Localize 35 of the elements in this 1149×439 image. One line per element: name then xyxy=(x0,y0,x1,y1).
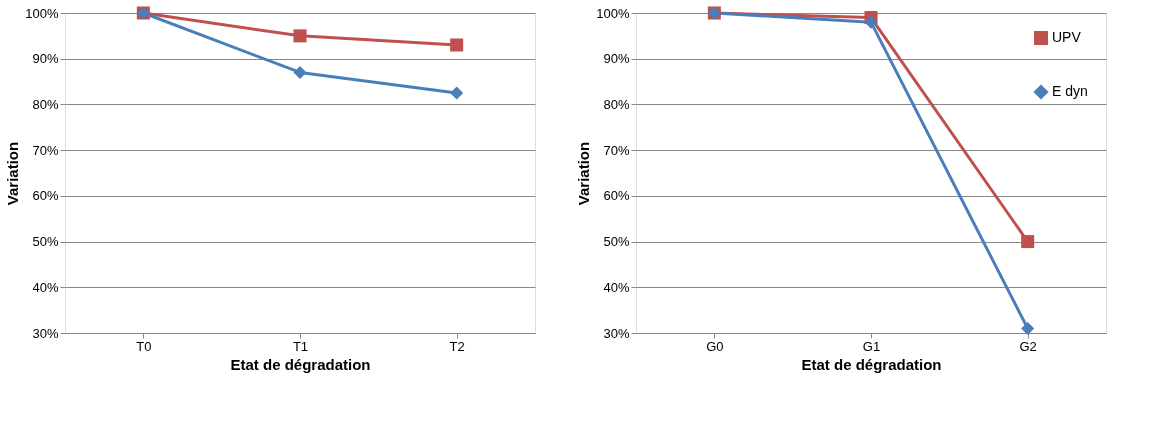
y-tick-label: 90% xyxy=(32,51,59,67)
point xyxy=(293,29,307,43)
x-tick-label: T1 xyxy=(292,338,309,354)
y-tick-label: 80% xyxy=(32,96,59,112)
point xyxy=(864,15,878,29)
x-tick-label: G0 xyxy=(706,338,724,354)
y-tick-label: 90% xyxy=(603,51,630,67)
x-axis-title: Etat de dégradation xyxy=(801,355,942,373)
x-tick-label: G1 xyxy=(862,338,881,354)
x-axis-title: Etat de dégradation xyxy=(230,355,371,373)
point xyxy=(1021,235,1035,249)
y-tick-label: 50% xyxy=(603,234,630,250)
y-tick-label: 60% xyxy=(32,188,59,204)
point xyxy=(450,86,464,100)
point xyxy=(450,38,464,52)
y-tick-label: 70% xyxy=(603,142,630,158)
y-tick-label: 40% xyxy=(603,279,630,295)
y-tick-label: 100% xyxy=(596,5,630,21)
point xyxy=(293,65,307,79)
legend-label: UPV xyxy=(1052,29,1082,45)
y-axis-title: Variation xyxy=(4,141,22,206)
x-tick-label: T2 xyxy=(449,338,465,354)
x-tick-label: T0 xyxy=(136,338,152,354)
y-tick-label: 60% xyxy=(603,188,630,204)
y-tick-label: 70% xyxy=(32,142,59,158)
y-tick-label: 80% xyxy=(603,96,630,112)
y-tick-label: 30% xyxy=(603,325,630,341)
x-tick-label: G2 xyxy=(1019,338,1037,354)
y-tick-label: 50% xyxy=(32,234,59,250)
y-axis-title: Variation xyxy=(575,141,593,206)
y-tick-label: 100% xyxy=(25,5,59,21)
y-tick-label: 30% xyxy=(32,325,59,341)
y-tick-label: 40% xyxy=(32,279,59,295)
point xyxy=(1021,321,1035,335)
legend-label: E dyn xyxy=(1052,83,1088,99)
